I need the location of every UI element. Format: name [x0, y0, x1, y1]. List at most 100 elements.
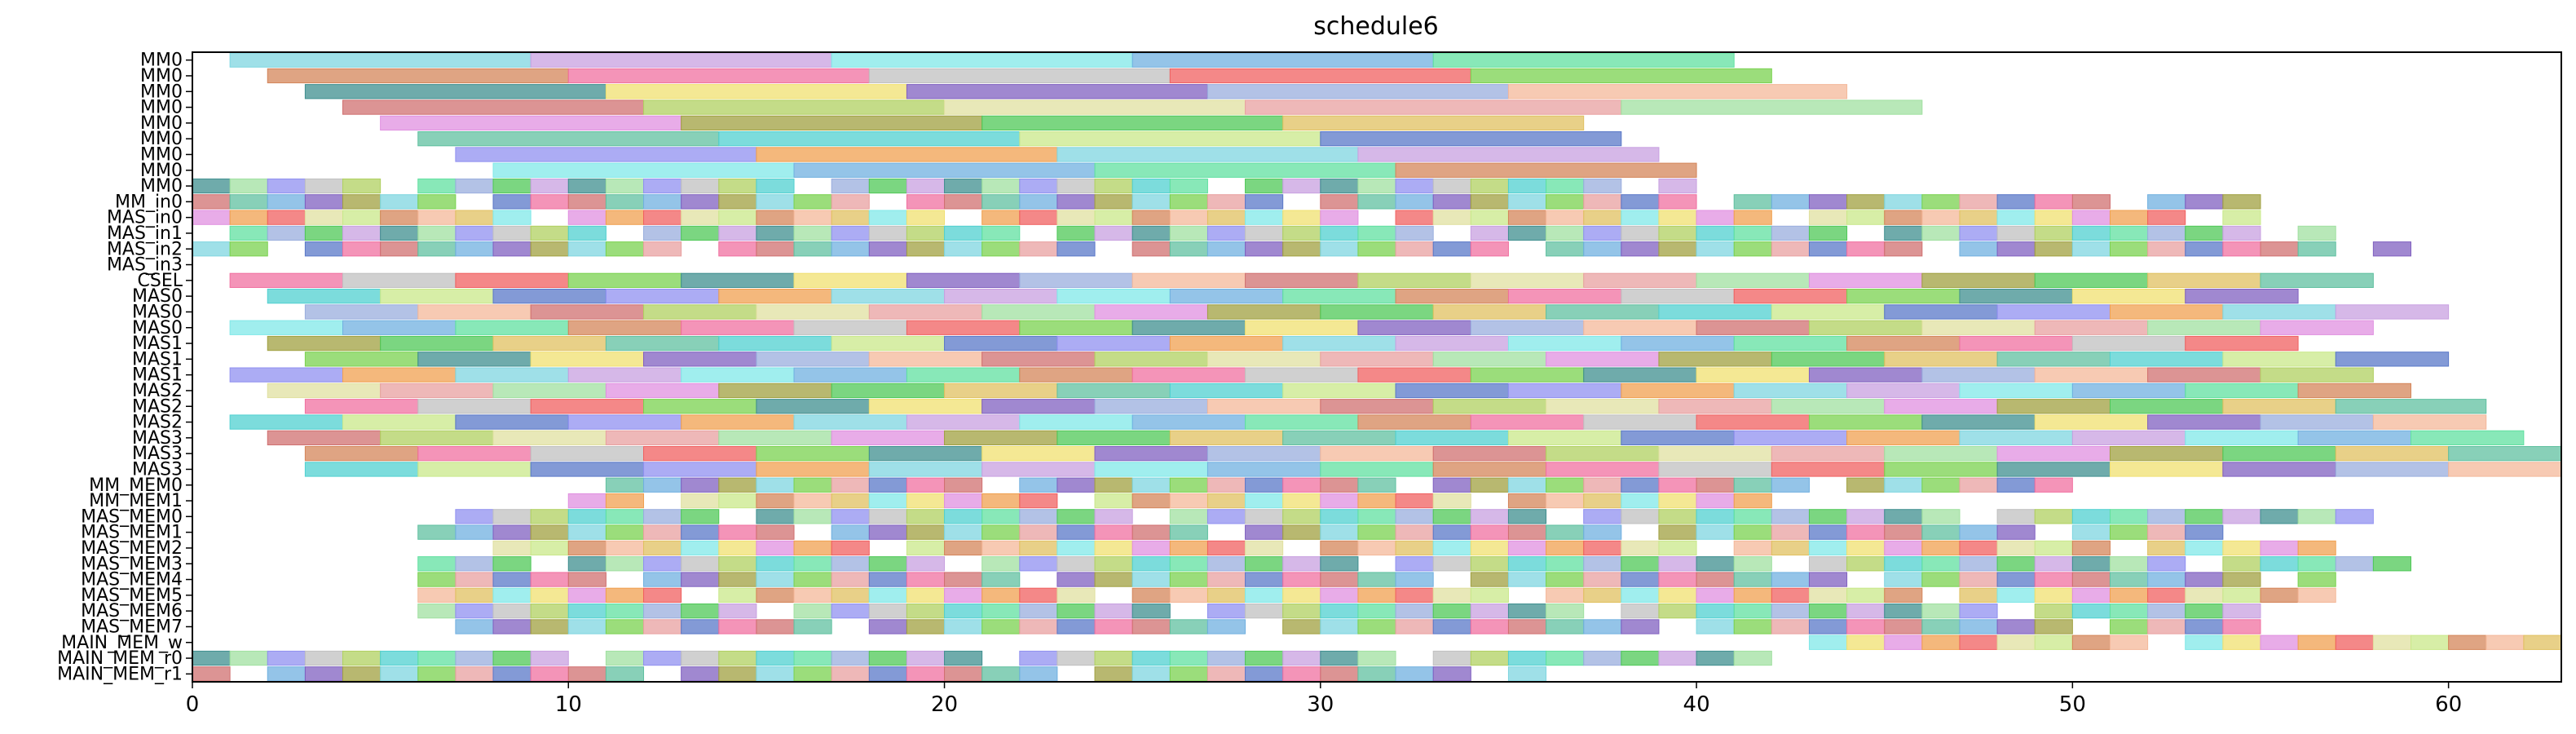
task-bar — [342, 272, 457, 289]
slot-block — [1395, 524, 1434, 540]
task-bar — [417, 304, 532, 320]
slot-block — [906, 666, 946, 682]
slot-block — [944, 572, 983, 587]
y-tick-label: MM_MEM0 — [89, 475, 183, 496]
slot-block — [1320, 572, 1359, 587]
task-bar — [1357, 272, 1471, 289]
slot-block — [906, 540, 946, 556]
slot-block — [756, 225, 795, 241]
slot-block — [1019, 666, 1058, 682]
slot-block — [1056, 572, 1096, 587]
slot-block — [756, 477, 795, 493]
task-bar — [756, 352, 870, 367]
slot-block — [1959, 556, 1998, 572]
task-bar — [1959, 289, 2073, 304]
y-tick-label: MM0 — [140, 161, 183, 181]
slot-block — [2109, 210, 2149, 225]
task-bar — [1959, 335, 2073, 352]
task-bar — [1169, 430, 1284, 446]
slot-block — [1884, 556, 1923, 572]
slot-block — [981, 493, 1021, 509]
slot-block — [1169, 572, 1208, 587]
task-bar — [1959, 430, 2073, 446]
slot-block — [1546, 604, 1585, 619]
task-bar — [530, 399, 645, 414]
y-tick-label: MAS1 — [132, 349, 183, 369]
slot-block — [831, 650, 870, 666]
slot-block — [1921, 540, 1961, 556]
task-bar — [756, 399, 870, 414]
task-bar — [2260, 272, 2374, 289]
slot-block — [1846, 210, 1886, 225]
slot-block — [1658, 540, 1697, 556]
slot-block — [304, 194, 344, 210]
task-bar — [492, 335, 607, 352]
task-bar — [2147, 367, 2261, 382]
task-bar — [304, 446, 419, 462]
task-bar — [681, 367, 795, 382]
slot-block — [1921, 225, 1961, 241]
slot-block — [906, 587, 946, 604]
slot-block — [1206, 572, 1246, 587]
slot-block — [1245, 493, 1284, 509]
task-bar — [1921, 272, 2036, 289]
slot-block — [1583, 540, 1622, 556]
slot-block — [567, 604, 607, 619]
slot-block — [1696, 225, 1735, 241]
task-bar — [1696, 272, 1810, 289]
slot-block — [492, 509, 532, 524]
slot-block — [380, 210, 419, 225]
slot-block — [1996, 241, 2036, 257]
slot-block — [1696, 509, 1735, 524]
slot-block — [2071, 572, 2111, 587]
slot-block — [2372, 556, 2411, 572]
slot-block — [681, 524, 720, 540]
slot-block — [756, 241, 795, 257]
slot-block — [304, 666, 344, 682]
slot-block — [1621, 509, 1660, 524]
slot-block — [1094, 477, 1133, 493]
slot-block — [981, 572, 1021, 587]
slot-block — [831, 210, 870, 225]
task-bar — [906, 367, 1021, 382]
task-bar — [643, 304, 757, 320]
slot-block — [1169, 666, 1208, 682]
slot-block — [718, 477, 757, 493]
slot-block — [1206, 225, 1246, 241]
slot-block — [1507, 619, 1547, 635]
slot-block — [1658, 556, 1697, 572]
slot-block — [1696, 556, 1735, 572]
slot-block — [1846, 241, 1886, 257]
slot-block — [1658, 210, 1697, 225]
task-bar — [492, 162, 795, 178]
task-bar — [1470, 320, 1585, 335]
slot-block — [1395, 241, 1434, 257]
task-bar — [2071, 430, 2186, 446]
task-bar — [2260, 367, 2374, 382]
slot-block — [1621, 556, 1660, 572]
task-bar — [1395, 335, 1509, 352]
task-bar — [1245, 320, 1359, 335]
task-bar — [1621, 430, 1735, 446]
y-tick-label: MAS2 — [132, 381, 183, 401]
task-bar — [1733, 289, 1848, 304]
slot-block — [1245, 587, 1284, 604]
slot-block — [681, 210, 720, 225]
slot-block — [944, 619, 983, 635]
slot-block — [192, 210, 231, 225]
slot-block — [868, 241, 907, 257]
slot-block — [1696, 477, 1735, 493]
slot-block — [2335, 556, 2374, 572]
slot-block — [1245, 509, 1284, 524]
slot-block — [793, 241, 832, 257]
task-bar — [1696, 320, 1810, 335]
task-bar — [1206, 462, 1321, 477]
task-bar — [1320, 131, 1622, 147]
slot-block — [831, 666, 870, 682]
slot-block — [718, 619, 757, 635]
slot-block — [718, 493, 757, 509]
slot-block — [1282, 210, 1321, 225]
task-bar — [2448, 446, 2562, 462]
slot-block — [192, 241, 231, 257]
slot-block — [1470, 650, 1509, 666]
